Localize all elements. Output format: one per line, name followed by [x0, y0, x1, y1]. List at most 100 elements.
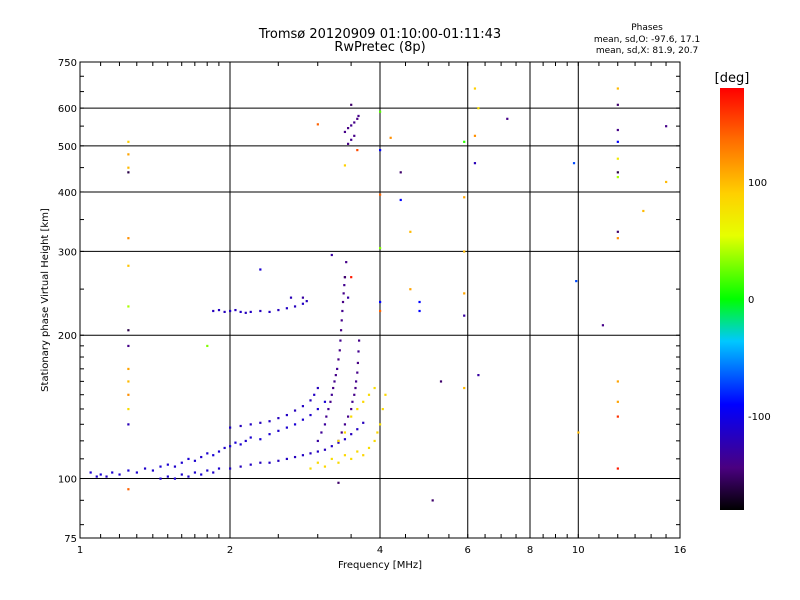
data-point	[249, 423, 252, 426]
data-point	[340, 319, 343, 322]
data-point	[463, 250, 466, 253]
data-points	[89, 87, 668, 502]
data-point	[105, 475, 108, 478]
data-point	[249, 436, 252, 439]
data-point	[316, 123, 319, 126]
data-point	[239, 424, 242, 428]
phase-box-o-line: mean, sd,O: -97.6, 17.1	[593, 35, 701, 45]
data-point	[642, 209, 645, 213]
data-point	[463, 196, 466, 199]
data-point	[341, 300, 345, 304]
data-point	[379, 309, 382, 313]
data-point	[379, 247, 382, 250]
data-point	[127, 264, 130, 267]
data-point	[239, 443, 242, 446]
data-point	[389, 136, 392, 139]
data-point	[616, 380, 619, 383]
x-tick-label: 10	[572, 545, 585, 556]
data-point	[309, 399, 312, 402]
data-point	[206, 452, 209, 455]
data-point	[379, 193, 382, 196]
data-point	[356, 407, 359, 411]
data-point	[477, 374, 480, 377]
data-point	[350, 276, 353, 279]
data-point	[301, 418, 305, 421]
data-point	[409, 230, 412, 233]
data-point	[277, 429, 280, 432]
data-point	[339, 329, 343, 332]
data-point	[206, 344, 209, 348]
data-point	[325, 415, 328, 418]
y-tick-label: 750	[58, 58, 77, 69]
data-point	[337, 461, 340, 464]
grid-lines	[79, 61, 681, 539]
data-point	[180, 473, 183, 476]
data-point	[572, 162, 576, 165]
data-point	[323, 423, 327, 426]
data-point	[89, 471, 92, 474]
data-point	[293, 455, 297, 459]
data-point	[356, 148, 359, 152]
data-point	[379, 110, 382, 113]
data-point	[316, 450, 319, 453]
data-point	[616, 128, 619, 132]
data-point	[346, 296, 350, 299]
data-point	[350, 415, 353, 418]
data-point	[616, 103, 619, 106]
data-point	[239, 465, 242, 468]
data-point	[127, 153, 130, 156]
data-point	[127, 367, 130, 371]
data-point	[293, 423, 297, 426]
data-point	[127, 166, 130, 169]
data-point	[320, 431, 323, 434]
data-point	[277, 459, 280, 462]
data-point	[473, 134, 477, 137]
data-point	[212, 471, 215, 474]
colorbar-tick-label: 100	[748, 178, 767, 189]
data-point	[376, 431, 379, 434]
data-point	[409, 288, 412, 291]
data-point	[346, 415, 350, 418]
data-point	[217, 467, 221, 470]
data-point	[316, 386, 319, 390]
y-tick-label: 100	[58, 475, 77, 486]
data-point	[316, 439, 319, 443]
colorbar-tick-label: 0	[748, 295, 754, 306]
data-point	[339, 339, 342, 342]
data-point	[277, 308, 280, 312]
x-tick-label: 1	[77, 545, 83, 556]
data-point	[239, 310, 242, 314]
data-point	[418, 309, 421, 313]
data-point	[343, 276, 347, 279]
data-point	[353, 121, 356, 124]
data-point	[330, 393, 333, 396]
data-point	[305, 300, 308, 303]
colorbar-label: [deg]	[715, 71, 750, 86]
data-point	[316, 407, 319, 411]
data-point	[362, 454, 365, 457]
data-point	[418, 300, 421, 304]
data-point	[173, 465, 177, 468]
data-point	[356, 450, 359, 453]
data-point	[244, 311, 247, 314]
data-point	[351, 400, 354, 403]
data-point	[350, 457, 353, 461]
data-point	[343, 130, 347, 134]
data-point	[334, 374, 337, 377]
data-point	[259, 438, 262, 441]
data-point	[173, 477, 177, 480]
x-axis: 1 2 4 6 8 10 16	[77, 62, 686, 556]
data-point	[293, 409, 297, 412]
data-point	[285, 413, 288, 417]
data-point	[337, 481, 340, 484]
data-point	[268, 461, 271, 464]
data-point	[340, 431, 343, 434]
data-point	[244, 439, 247, 443]
data-point	[229, 309, 232, 313]
data-point	[180, 461, 183, 464]
data-point	[285, 307, 288, 310]
data-point	[223, 310, 226, 314]
data-point	[341, 309, 344, 313]
data-point	[439, 380, 443, 383]
data-point	[127, 305, 130, 308]
